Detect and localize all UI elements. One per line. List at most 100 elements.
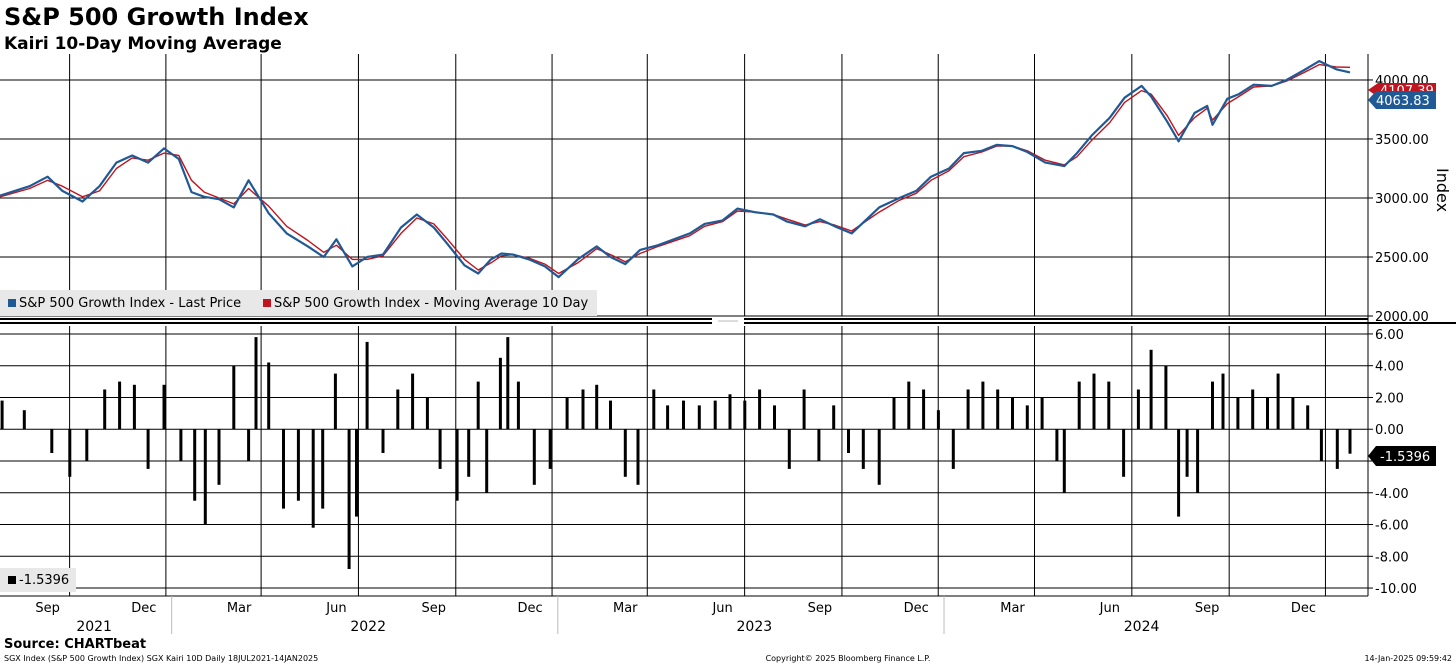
kairi-bar-27 <box>396 389 400 430</box>
x-month-label-11: Jun <box>1099 601 1120 616</box>
kairi-bar-55 <box>787 429 791 469</box>
top-legend-bg <box>0 290 597 316</box>
kairi-bar-83 <box>1185 429 1189 477</box>
kairi-bar-85 <box>1211 381 1214 430</box>
kairi-bar-8 <box>146 429 150 469</box>
kairi-bar-29 <box>425 397 429 430</box>
kairi-bar-10 <box>179 429 183 461</box>
bottom-legend: -1.5396 <box>0 568 76 592</box>
x-year-label-2024: 2024 <box>1124 619 1160 635</box>
kairi-bar-32 <box>467 429 471 477</box>
x-month-label-1: Dec <box>131 601 156 616</box>
kairi-bar-48 <box>682 400 685 430</box>
kairi-bar-23 <box>347 429 351 569</box>
kairi-bar-26 <box>381 429 385 453</box>
bottom-panel-grid <box>0 326 1368 596</box>
kairi-bar-43 <box>609 400 612 430</box>
legend-label-ma: S&P 500 Growth Index - Moving Average 10… <box>274 296 589 311</box>
kairi-bar-24 <box>355 429 358 517</box>
kairi-bar-61 <box>877 429 881 485</box>
chart-subtitle: Kairi 10-Day Moving Average <box>4 34 282 54</box>
kairi-bar-6 <box>118 381 122 430</box>
top-panel-series <box>0 59 1351 279</box>
bottom-ytick-label-3: 0.00 <box>1375 423 1404 438</box>
kairi-bar-87 <box>1236 397 1240 430</box>
series-line-last-price <box>0 59 1351 279</box>
kairi-bar-54 <box>773 405 776 430</box>
kairi-bar-91 <box>1291 397 1295 430</box>
kairi-bar-12 <box>203 429 207 525</box>
bottom-ytick-label-6: -6.00 <box>1375 519 1409 534</box>
bottom-ytick-label-0: 6.00 <box>1375 328 1404 343</box>
kairi-bar-78 <box>1122 429 1126 477</box>
kairi-bar-53 <box>758 389 762 430</box>
price-last-tag: 4063.83 <box>1368 91 1436 109</box>
kairi-bar-84 <box>1196 429 1200 493</box>
top-legend: S&P 500 Growth Index - Last Price S&P 50… <box>0 290 597 316</box>
legend-swatch-ma <box>263 299 271 307</box>
bottom-ytick-label-5: -4.00 <box>1375 487 1409 502</box>
kairi-bar-88 <box>1251 389 1255 430</box>
kairi-bar-28 <box>411 373 415 430</box>
footer-series-info: SGX Index (S&P 500 Growth Index) SGX Kai… <box>4 654 318 663</box>
kairi-bar-81 <box>1164 365 1168 430</box>
kairi-bar-4 <box>85 429 89 461</box>
kairi-bars <box>0 337 1352 569</box>
kairi-bar-69 <box>996 389 1000 430</box>
x-month-label-4: Sep <box>422 601 447 616</box>
kairi-bar-75 <box>1077 381 1081 430</box>
kairi-bar-76 <box>1092 373 1096 430</box>
kairi-bar-80 <box>1149 349 1153 430</box>
top-ytick-label-0: 2000.00 <box>1375 310 1429 325</box>
kairi-bar-50 <box>713 400 717 430</box>
kairi-bar-18 <box>282 429 285 509</box>
bottom-y-ticks: 6.004.002.000.00-2.00-4.00-6.00-8.00-10.… <box>1368 328 1417 597</box>
kairi-bar-64 <box>922 389 926 430</box>
top-ytick-label-3: 3500.00 <box>1375 133 1429 148</box>
kairi-bar-31 <box>455 429 459 501</box>
kairi-bar-79 <box>1136 389 1140 430</box>
x-month-label-2: Mar <box>227 601 252 616</box>
x-year-label-2021: 2021 <box>76 619 112 635</box>
kairi-bar-42 <box>595 384 599 430</box>
kairi-bar-47 <box>666 405 670 430</box>
kairi-bar-39 <box>548 429 552 469</box>
kairi-bar-33 <box>476 381 480 430</box>
bottom-ytick-label-7: -8.00 <box>1375 550 1409 565</box>
x-month-label-13: Dec <box>1291 601 1316 616</box>
kairi-bar-41 <box>581 389 585 430</box>
kairi-bar-95 <box>1348 429 1352 454</box>
kairi-bar-66 <box>951 429 955 469</box>
kairi-bar-57 <box>817 429 821 461</box>
kairi-bar-17 <box>267 362 271 430</box>
kairi-bar-20 <box>311 429 315 528</box>
top-panel-grid <box>0 54 1368 317</box>
x-month-label-12: Sep <box>1195 601 1220 616</box>
chart-title: S&P 500 Growth Index <box>4 3 309 31</box>
kairi-bar-56 <box>802 389 806 430</box>
kairi-bar-89 <box>1266 397 1269 430</box>
kairi-bar-65 <box>936 410 940 430</box>
kairi-bar-7 <box>132 384 136 430</box>
kairi-bar-59 <box>847 429 850 453</box>
bottom-ytick-label-8: -10.00 <box>1375 582 1417 597</box>
legend-swatch-kairi <box>8 576 16 584</box>
kairi-last-tag-text: -1.5396 <box>1380 450 1430 465</box>
footer-timestamp: 14-Jan-2025 09:59:42 <box>1364 654 1452 663</box>
kairi-bar-51 <box>728 394 732 430</box>
kairi-bar-37 <box>516 381 520 430</box>
series-line-moving-average <box>0 63 1351 275</box>
kairi-bar-73 <box>1055 429 1059 461</box>
kairi-bar-70 <box>1011 397 1014 430</box>
kairi-bar-93 <box>1319 429 1323 461</box>
x-month-label-0: Sep <box>35 601 60 616</box>
source-note: Source: CHARTbeat <box>4 637 146 652</box>
kairi-bar-49 <box>697 405 701 430</box>
kairi-bar-11 <box>193 429 197 501</box>
kairi-bar-3 <box>68 429 72 477</box>
kairi-bar-16 <box>254 337 258 430</box>
x-month-label-5: Dec <box>517 601 542 616</box>
kairi-bar-62 <box>892 397 896 430</box>
kairi-bar-77 <box>1107 381 1111 430</box>
kairi-bar-13 <box>217 429 221 485</box>
